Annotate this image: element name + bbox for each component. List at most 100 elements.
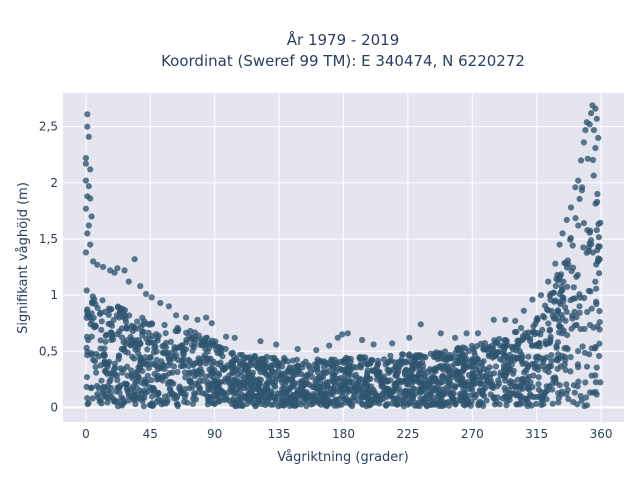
data-point — [257, 338, 264, 345]
data-point — [493, 399, 500, 406]
data-point — [191, 392, 198, 399]
data-point — [458, 396, 465, 404]
data-point — [118, 334, 126, 341]
data-point — [585, 287, 593, 294]
data-point — [162, 344, 169, 351]
data-point — [478, 362, 485, 369]
data-point — [364, 367, 371, 374]
data-point — [375, 369, 382, 376]
data-point — [356, 382, 363, 389]
data-point — [383, 378, 391, 385]
data-point — [585, 247, 593, 255]
data-point — [371, 389, 378, 396]
data-point — [317, 380, 324, 387]
data-point — [346, 379, 353, 386]
data-point — [352, 371, 359, 378]
data-point — [452, 383, 459, 390]
data-point — [84, 111, 91, 118]
data-point — [596, 243, 603, 250]
data-point — [467, 392, 474, 399]
data-point — [258, 355, 265, 362]
data-point — [176, 383, 183, 390]
data-point — [563, 308, 570, 315]
data-point — [415, 371, 422, 378]
data-point — [116, 308, 124, 315]
data-point — [147, 354, 154, 361]
data-point — [137, 283, 144, 290]
data-point — [186, 370, 193, 377]
data-point — [597, 219, 604, 226]
data-point — [272, 383, 279, 390]
data-point — [543, 306, 551, 313]
data-point — [98, 318, 105, 325]
data-point — [592, 144, 599, 152]
data-point — [187, 378, 194, 385]
data-point — [417, 352, 424, 359]
data-point — [305, 397, 312, 404]
y-tick-label: 0 — [50, 400, 58, 414]
data-point — [575, 177, 582, 184]
data-point — [479, 388, 486, 396]
data-point — [453, 357, 460, 364]
data-point — [84, 395, 91, 402]
data-point — [284, 358, 291, 365]
data-point — [182, 346, 190, 353]
data-point — [495, 377, 502, 384]
data-point — [203, 314, 210, 321]
data-point — [545, 278, 552, 285]
data-point — [179, 390, 186, 397]
data-point — [317, 357, 324, 364]
data-point — [561, 353, 569, 360]
data-point — [107, 384, 114, 392]
data-point — [162, 330, 169, 337]
data-point — [185, 362, 192, 370]
data-point — [319, 374, 327, 381]
data-point — [140, 403, 147, 410]
data-point — [503, 361, 510, 369]
data-point — [168, 389, 175, 397]
data-point — [588, 305, 595, 312]
data-point — [193, 359, 200, 366]
data-point — [574, 383, 581, 390]
data-point — [410, 363, 417, 370]
data-point — [102, 338, 109, 345]
data-point — [593, 227, 600, 234]
data-point — [592, 278, 599, 285]
data-point — [174, 368, 181, 376]
data-point — [82, 177, 89, 184]
data-point — [174, 402, 181, 410]
data-point — [114, 265, 121, 272]
data-point — [344, 389, 351, 396]
data-point — [208, 360, 215, 367]
data-point — [549, 400, 556, 407]
data-point — [471, 352, 478, 359]
data-point — [571, 389, 578, 396]
data-point — [514, 376, 521, 383]
data-point — [195, 381, 202, 388]
data-point — [588, 110, 595, 117]
data-point — [444, 367, 451, 374]
data-point — [463, 330, 470, 337]
data-point — [502, 352, 509, 359]
data-point — [403, 358, 410, 365]
data-point — [89, 293, 96, 300]
data-point — [345, 371, 352, 378]
data-point — [347, 358, 354, 366]
data-point — [497, 372, 504, 379]
data-point — [452, 334, 459, 341]
data-point — [563, 344, 570, 351]
data-point — [496, 356, 504, 363]
data-point — [273, 341, 280, 348]
data-point — [294, 345, 301, 353]
data-point — [312, 378, 319, 385]
data-point — [536, 340, 543, 347]
data-point — [462, 345, 469, 352]
data-point — [127, 333, 134, 340]
data-point — [548, 363, 555, 370]
data-point — [266, 363, 273, 371]
data-point — [596, 270, 603, 277]
data-point — [491, 337, 498, 344]
data-point — [248, 399, 255, 406]
data-point — [595, 234, 603, 241]
